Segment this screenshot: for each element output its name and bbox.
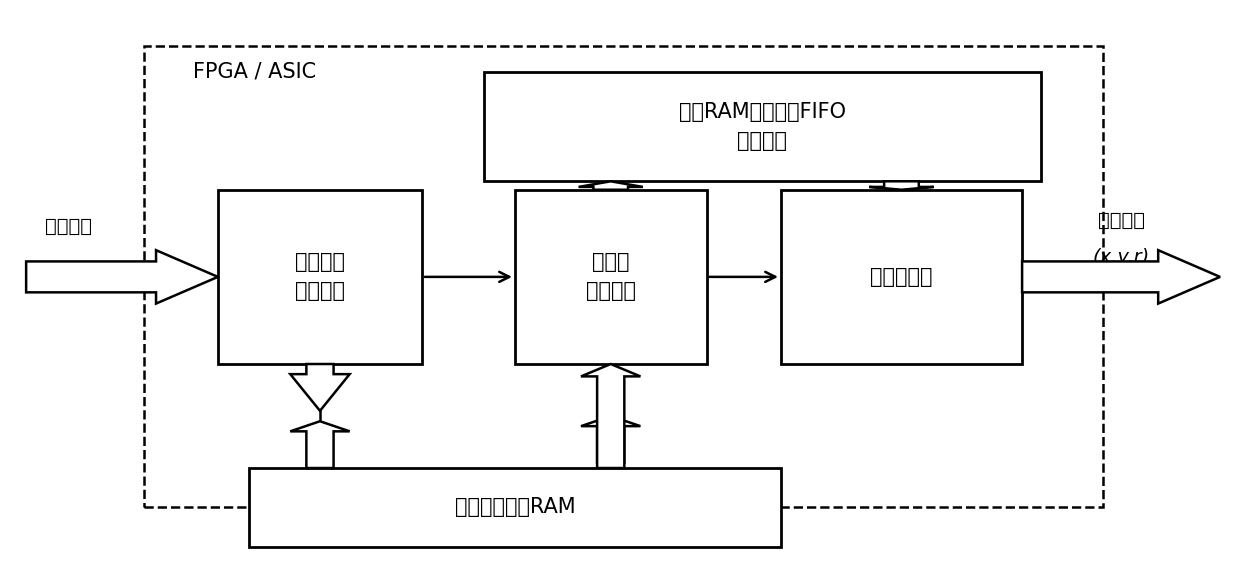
Polygon shape — [869, 181, 934, 190]
Bar — [218, 190, 422, 364]
Text: 乒乓结构片外RAM: 乒乓结构片外RAM — [455, 497, 575, 518]
Text: 变换模块: 变换模块 — [585, 281, 636, 302]
Text: 结果输出: 结果输出 — [1097, 211, 1145, 230]
Text: 输入图像: 输入图像 — [45, 217, 92, 236]
Polygon shape — [290, 364, 350, 411]
Bar — [781, 190, 1022, 364]
Text: 提取模块: 提取模块 — [295, 281, 345, 302]
Text: 圆霍夫: 圆霍夫 — [591, 252, 630, 272]
Polygon shape — [26, 250, 218, 303]
Text: 圆验证模块: 圆验证模块 — [870, 267, 932, 287]
Bar — [515, 190, 707, 364]
Polygon shape — [579, 181, 642, 190]
Polygon shape — [582, 364, 640, 468]
Text: FPGA / ASIC: FPGA / ASIC — [193, 62, 316, 82]
Text: 边缘RAM及备选圆FIFO: 边缘RAM及备选圆FIFO — [678, 102, 846, 122]
Text: 边缘信息: 边缘信息 — [295, 252, 345, 272]
Polygon shape — [290, 421, 350, 468]
Text: (x,y,r): (x,y,r) — [1092, 247, 1149, 267]
Bar — [144, 46, 1102, 507]
Polygon shape — [1022, 250, 1220, 303]
Polygon shape — [582, 416, 640, 463]
Text: 乒乓模块: 乒乓模块 — [738, 131, 787, 151]
Bar — [249, 468, 781, 547]
Bar — [484, 72, 1040, 181]
